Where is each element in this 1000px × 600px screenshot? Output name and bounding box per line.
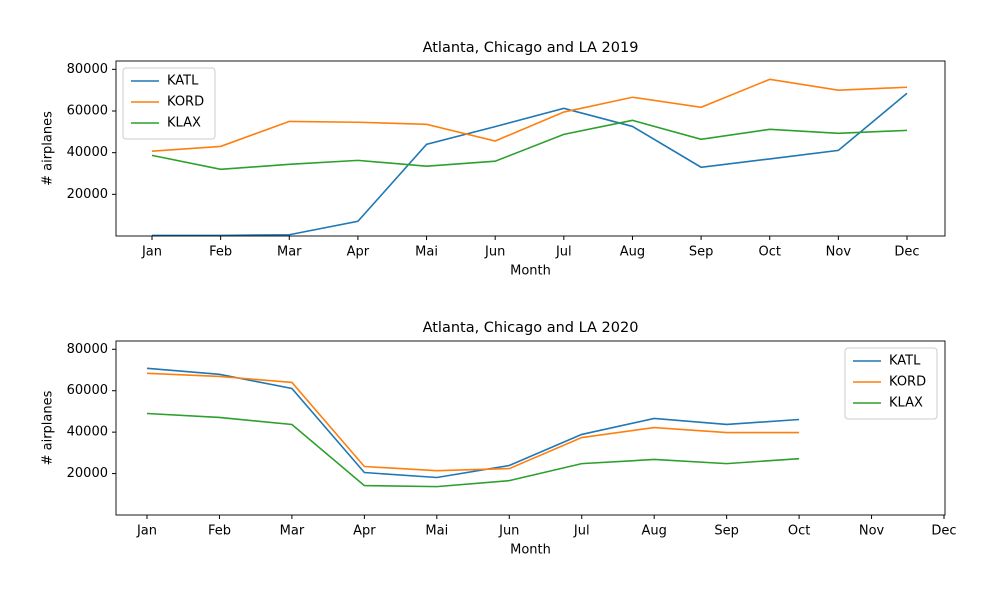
x-tick-label: Aug <box>620 245 645 260</box>
x-tick-label: Feb <box>208 524 231 539</box>
plot-frame <box>115 340 946 516</box>
y-tick-label: 20000 <box>67 466 108 481</box>
x-tick-label: Jun <box>484 245 505 260</box>
legend-label: KATL <box>167 74 199 89</box>
y-tick-label: 60000 <box>67 104 108 119</box>
series-line <box>146 372 800 472</box>
x-tick-label: Feb <box>209 245 232 260</box>
x-tick-label: Dec <box>894 245 919 260</box>
series-line <box>151 119 908 171</box>
x-tick-label: Oct <box>788 524 810 539</box>
y-tick-label: 40000 <box>67 425 108 440</box>
legend-box <box>122 67 216 140</box>
series-line <box>151 78 908 153</box>
x-tick-label: Apr <box>347 245 370 260</box>
y-tick-label: 40000 <box>67 145 108 160</box>
x-tick-label: Aug <box>641 524 666 539</box>
x-tick-label: Oct <box>758 245 780 260</box>
y-axis-label: # airplanes <box>41 390 56 465</box>
chart-title: Atlanta, Chicago and LA 2019 <box>423 40 639 56</box>
x-tick-label: Jan <box>141 245 162 260</box>
x-tick-label: Nov <box>826 245 852 260</box>
y-tick-label: 80000 <box>67 342 108 357</box>
x-tick-label: Nov <box>859 524 885 539</box>
x-tick-label: Sep <box>689 245 714 260</box>
x-tick-label: Mar <box>280 524 305 539</box>
legend-label: KORD <box>167 95 204 110</box>
x-tick-label: Sep <box>714 524 739 539</box>
x-axis-label: Month <box>510 543 551 558</box>
y-tick-label: 60000 <box>67 383 108 398</box>
x-tick-label: Mar <box>277 245 302 260</box>
series-line <box>152 92 908 237</box>
legend-label: KLAX <box>889 396 923 411</box>
x-tick-label: Dec <box>931 524 956 539</box>
y-axis-label: # airplanes <box>41 111 56 186</box>
y-tick-label: 20000 <box>67 187 108 202</box>
plot-frame <box>115 60 946 237</box>
x-tick-label: Mai <box>425 524 448 539</box>
legend-label: KATL <box>889 354 921 369</box>
x-tick-label: Jan <box>136 524 157 539</box>
legend-label: KORD <box>889 375 926 390</box>
series-line <box>146 367 800 479</box>
chart-title: Atlanta, Chicago and LA 2020 <box>423 320 639 336</box>
x-tick-label: Jul <box>555 245 572 260</box>
x-tick-label: Apr <box>353 524 376 539</box>
series-line <box>146 412 800 488</box>
x-axis-label: Month <box>510 264 551 279</box>
legend-box <box>844 347 938 420</box>
x-tick-label: Mai <box>415 245 438 260</box>
y-tick-label: 80000 <box>67 62 108 77</box>
x-tick-label: Jul <box>573 524 590 539</box>
legend-label: KLAX <box>167 116 201 131</box>
x-tick-label: Jun <box>498 524 519 539</box>
